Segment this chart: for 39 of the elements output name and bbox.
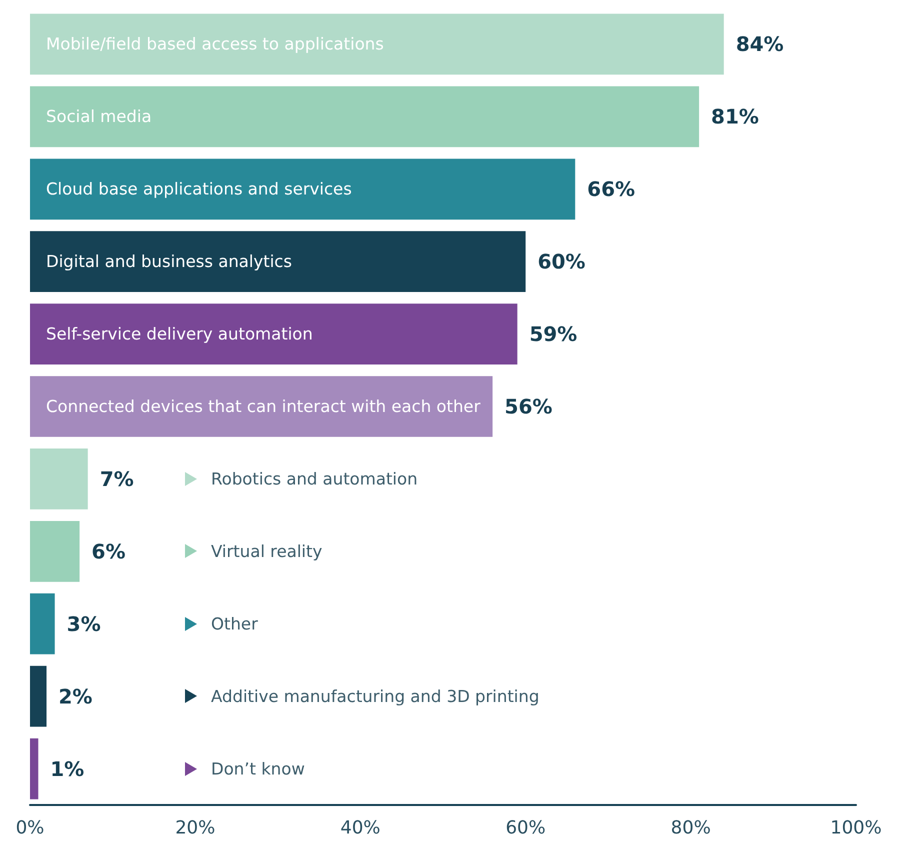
bar xyxy=(30,231,526,292)
data-label: 59% xyxy=(529,322,578,346)
data-label: 6% xyxy=(92,539,126,564)
x-tick-label: 40% xyxy=(340,818,380,838)
data-label: 66% xyxy=(587,177,636,202)
y-tick-label: Additive manufacturing and 3D printing xyxy=(211,686,540,706)
bar xyxy=(30,738,38,800)
y-tick-label: Connected devices that can interact with each other xyxy=(46,397,481,416)
y-tick-label: Mobile/field based access to applications xyxy=(46,34,384,54)
y-tick-label: Social media xyxy=(46,107,152,126)
data-label: 1% xyxy=(50,756,84,781)
x-tick-label: 20% xyxy=(175,818,216,838)
y-tick-label: Virtual reality xyxy=(211,542,322,561)
bar xyxy=(30,14,724,75)
data-label: 81% xyxy=(711,104,759,129)
y-tick-label: Self-service delivery automation xyxy=(46,324,313,344)
y-tick-label: Robotics and automation xyxy=(211,469,418,488)
data-label: 2% xyxy=(58,684,92,708)
x-tick-label: 0% xyxy=(16,818,44,838)
bar xyxy=(30,520,80,582)
x-tick-label: 100% xyxy=(830,818,882,838)
bar xyxy=(30,448,88,510)
y-tick-label: Don’t know xyxy=(211,759,305,778)
bar xyxy=(30,86,700,148)
y-tick-label: Cloud base applications and services xyxy=(46,180,352,199)
y-tick-label: Digital and business analytics xyxy=(46,252,292,272)
data-label: 56% xyxy=(504,394,552,418)
bar xyxy=(30,593,55,654)
data-label: 84% xyxy=(736,32,784,56)
bar xyxy=(30,304,518,364)
data-label: 60% xyxy=(538,250,586,274)
data-label: 7% xyxy=(100,466,134,491)
x-tick-label: 60% xyxy=(506,818,546,838)
data-label: 3% xyxy=(66,612,101,636)
bar xyxy=(30,158,576,220)
bar xyxy=(30,376,493,437)
bar xyxy=(30,666,47,727)
y-tick-label: Other xyxy=(211,614,258,634)
x-tick-label: 80% xyxy=(670,818,711,838)
